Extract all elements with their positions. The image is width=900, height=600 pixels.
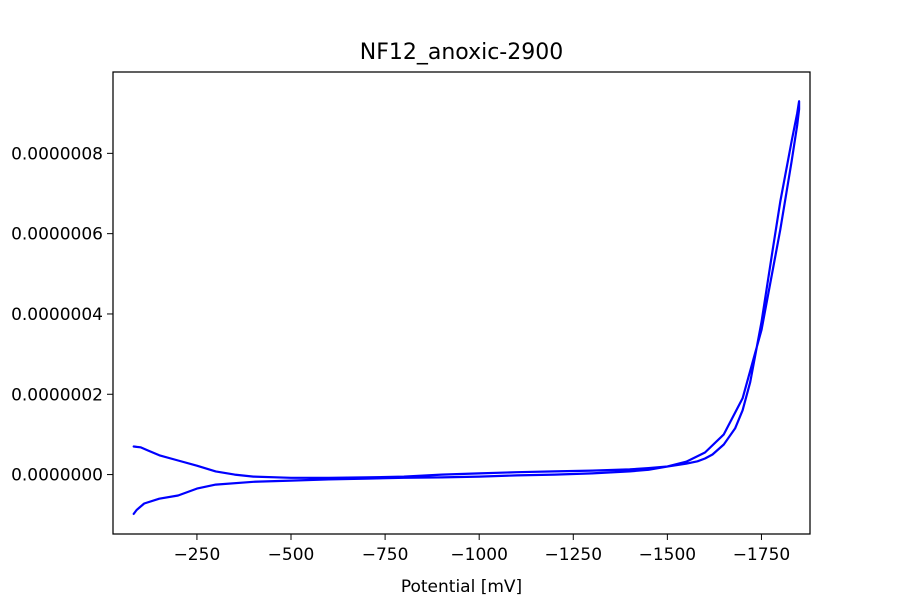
y-tick-label: 0.0000004 (11, 305, 103, 325)
x-axis-label: Potential [mV] (401, 577, 522, 597)
series-line-0 (132, 100, 801, 516)
plot-area (113, 72, 810, 534)
x-tick-label: −750 (362, 545, 409, 565)
y-ticks: 0.0000000 0.0000002 0.0000004 0.0000006 0.00… (11, 144, 113, 486)
x-tick-label: −1500 (639, 545, 697, 565)
y-tick-label: 0.0000008 (11, 144, 103, 164)
chart-title: NF12_anoxic-2900 (360, 40, 563, 65)
x-tick-label: −1750 (733, 545, 791, 565)
y-tick-label: 0.0000002 (11, 385, 103, 405)
y-tick-label: 0.0000006 (11, 225, 103, 245)
x-tick-label: −1000 (450, 545, 508, 565)
x-ticks: −250 −500 −750 −1000 −1250 −1500 −1750 (174, 534, 791, 565)
y-tick-label: 0.0000000 (11, 466, 103, 486)
series-layer (132, 100, 801, 516)
x-tick-label: −1250 (545, 545, 603, 565)
x-tick-label: −250 (174, 545, 221, 565)
axes-frame (112, 71, 811, 535)
x-tick-label: −500 (268, 545, 315, 565)
